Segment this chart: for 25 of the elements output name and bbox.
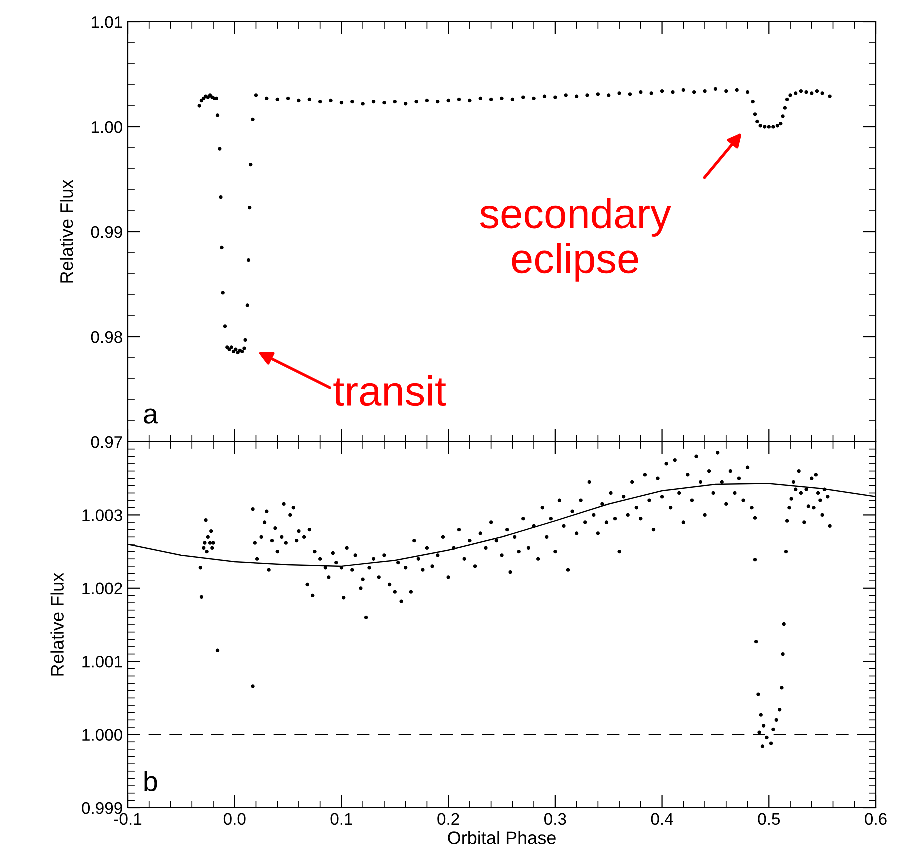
x-tick-label: 0.1 [330, 813, 352, 826]
y-tick-label: 0.99 [91, 226, 122, 238]
y-tick-label: 1.001 [82, 656, 122, 668]
x-tick-label: 0.3 [544, 813, 566, 826]
y-tick-label: 0.97 [91, 436, 122, 448]
y-tick-label: 0.999 [82, 802, 122, 814]
x-tick-label: 0.4 [651, 813, 674, 826]
x-tick-label: 0.6 [865, 813, 887, 826]
y-axis-title: Relative Flux [60, 180, 74, 283]
x-axis-title: Orbital Phase [448, 831, 556, 844]
y-tick-label: 1.000 [82, 729, 122, 742]
x-tick-label: -0.1 [114, 813, 142, 826]
annotation: secondary eclipse [480, 198, 672, 282]
x-tick-label: 0.5 [758, 813, 780, 826]
y-tick-label: 1.002 [82, 582, 122, 595]
annotation: a [144, 408, 158, 424]
y-tick-label: 1.00 [92, 121, 122, 134]
y-axis-title: Relative Flux [50, 573, 64, 676]
x-tick-label: 0.0 [224, 813, 246, 826]
x-tick-label: 0.2 [438, 813, 460, 826]
y-tick-label: 1.01 [92, 16, 122, 28]
annotation: b [144, 771, 158, 792]
y-tick-label: 0.98 [91, 331, 122, 344]
annotation: transit [334, 376, 446, 406]
y-tick-label: 1.003 [82, 510, 122, 522]
